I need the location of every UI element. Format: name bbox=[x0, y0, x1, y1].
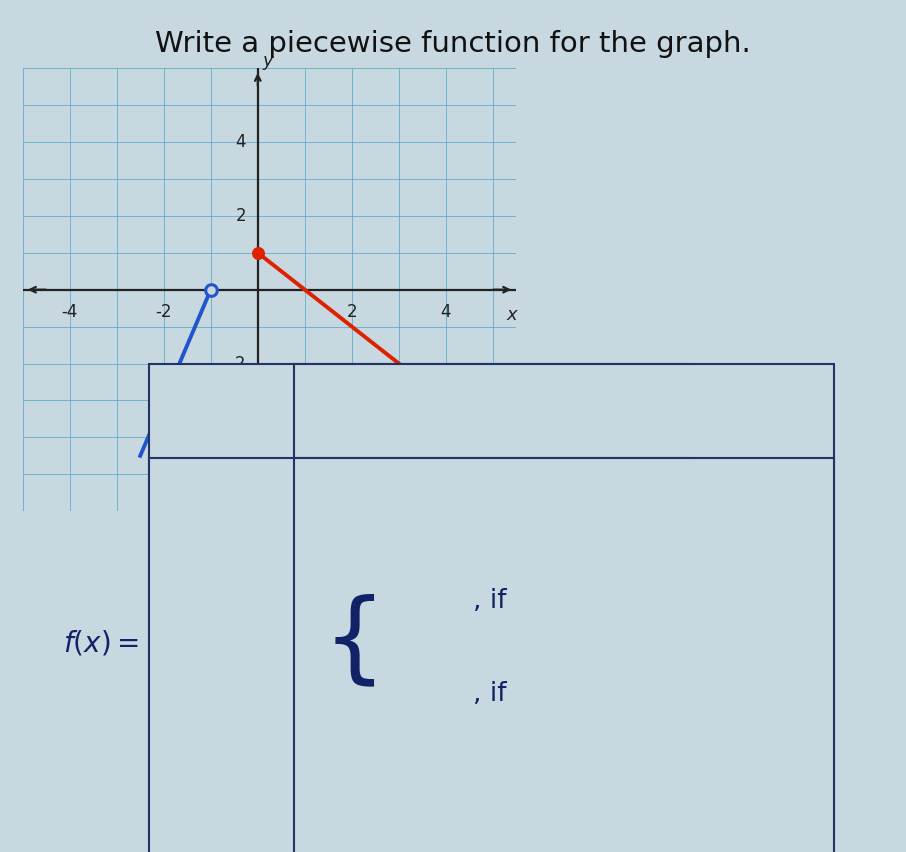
Text: 4: 4 bbox=[440, 302, 451, 320]
Point bbox=[251, 246, 265, 260]
Text: -2: -2 bbox=[156, 302, 172, 320]
Text: , if: , if bbox=[473, 682, 506, 707]
Point bbox=[204, 283, 218, 296]
Text: -2: -2 bbox=[229, 354, 246, 372]
Text: $f(x)=$: $f(x)=$ bbox=[63, 629, 139, 658]
Text: 2: 2 bbox=[346, 302, 357, 320]
Text: x: x bbox=[506, 306, 517, 325]
Text: 2: 2 bbox=[236, 207, 246, 225]
Text: y: y bbox=[263, 52, 274, 70]
Text: , if: , if bbox=[473, 588, 506, 613]
Text: Write a piecewise function for the graph.: Write a piecewise function for the graph… bbox=[155, 30, 751, 58]
Text: $\{$: $\{$ bbox=[322, 596, 375, 691]
Text: 4: 4 bbox=[236, 133, 246, 151]
Text: -4: -4 bbox=[229, 429, 246, 446]
Text: -4: -4 bbox=[62, 302, 78, 320]
